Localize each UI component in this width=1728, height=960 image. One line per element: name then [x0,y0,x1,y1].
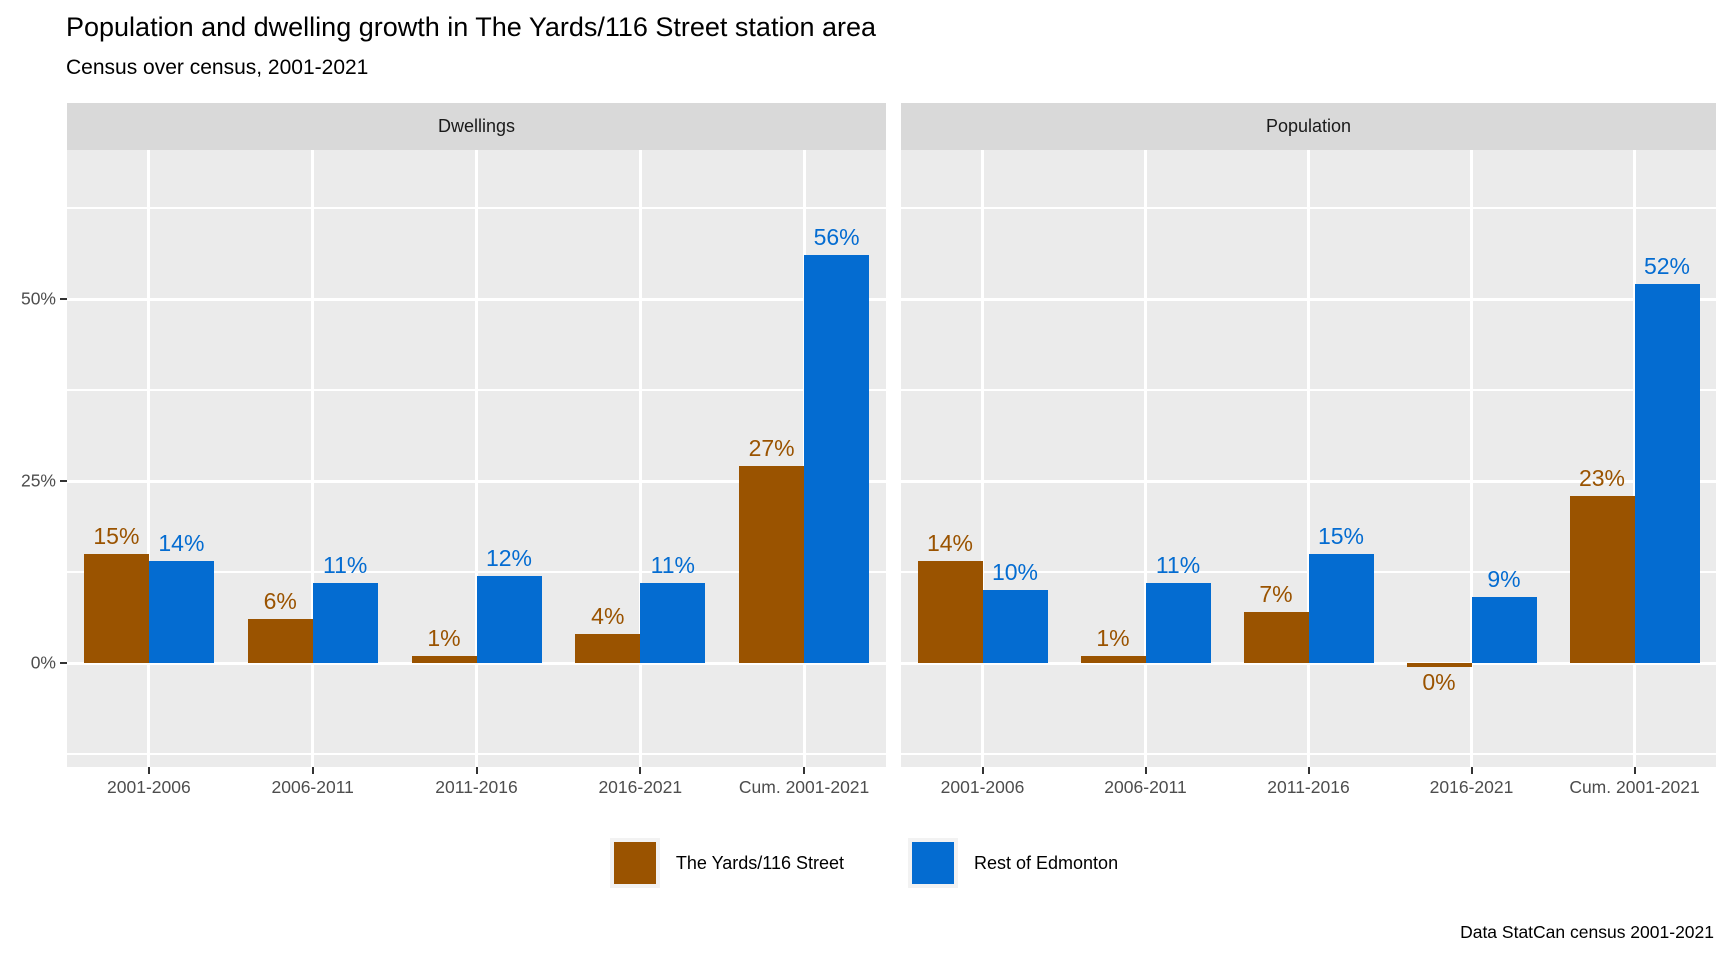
bar-value-label: 9% [1487,566,1521,593]
bar-value-label: 11% [650,551,695,578]
x-axis-label: Cum. 2001-2021 [1569,777,1700,797]
bar-population-edmonton [1308,553,1374,663]
bar-dwellings-edmonton [804,255,870,663]
gridline-major-vertical [147,150,151,767]
x-tick-mark [475,767,478,774]
facet-panel-population [901,150,1716,767]
bar-value-label: 4% [591,602,625,629]
bar-population-edmonton [1145,582,1211,663]
bar-population-edmonton [982,590,1048,663]
y-tick-mark [60,662,67,664]
bar-value-label: 11% [1155,551,1201,578]
chart-title: Population and dwelling growth in The Ya… [66,12,877,42]
bar-value-label: 1% [1096,624,1130,651]
bar-value-label: 27% [748,435,795,462]
bar-dwellings-edmonton [640,582,706,663]
x-axis-label: Cum. 2001-2021 [738,777,870,797]
x-axis-label: 2006-2011 [271,777,354,797]
bar-dwellings-yards [575,633,641,663]
x-axis-label: 2011-2016 [1267,777,1350,797]
legend-entry-edmonton: Rest of Edmonton [908,838,1118,888]
legend-key [908,838,958,888]
bar-population-edmonton [1471,597,1537,663]
bar-value-label: 15% [1317,522,1365,549]
x-axis-label: 2001-2006 [107,777,191,797]
gridline-major-vertical [1470,150,1473,767]
bar-dwellings-yards [411,655,477,663]
yards-color-swatch [613,842,656,884]
gridline-major-vertical [475,150,478,767]
edmonton-color-swatch [912,842,954,884]
y-axis-label: 50% [20,288,56,309]
x-tick-mark [803,767,806,774]
facet-strip-label: Dwellings [437,116,516,136]
x-tick-mark [1307,767,1310,774]
facet-strip-population: Population [901,103,1716,150]
bar-population-yards [1569,495,1635,663]
x-axis-label: 2016-2021 [1429,777,1514,797]
gridline-major-vertical [311,150,315,767]
x-tick-mark [147,767,150,774]
bar-value-label: 12% [485,544,533,571]
bar-value-label: 10% [991,559,1039,586]
x-axis-label: 2011-2016 [435,777,518,797]
x-tick-mark [311,767,314,774]
bar-population-yards [917,561,983,663]
x-axis-label: 2006-2011 [1104,777,1187,797]
legend-key [609,838,660,888]
facet-strip-label: Population [1265,116,1352,136]
legend-entry-yards: The Yards/116 Street [609,838,844,888]
bar-population-yards [1406,663,1472,667]
bar-population-yards [1243,612,1309,663]
x-axis-label: 2016-2021 [598,777,683,797]
x-tick-mark [1470,767,1473,774]
bar-dwellings-edmonton [476,575,542,663]
y-tick-mark [60,298,67,300]
x-tick-mark [1633,767,1636,774]
bar-dwellings-edmonton [148,561,214,663]
x-axis-label: 2001-2006 [940,777,1025,797]
gridline-major-vertical [1307,150,1310,767]
facet-panel-dwellings [67,150,886,767]
gridline-major-vertical [981,150,984,767]
y-axis-label: 0% [30,652,56,673]
facet-strip-dwellings: Dwellings [67,103,886,150]
bar-population-yards [1080,655,1146,663]
data-source-caption: Data StatCan census 2001-2021 [1460,922,1714,942]
bar-dwellings-yards [83,553,149,663]
bar-value-label: 7% [1259,581,1293,608]
bar-value-label: 0% [1422,668,1456,695]
bar-value-label: 11% [323,551,368,578]
gridline-major-vertical [638,150,642,767]
y-tick-mark [60,480,67,482]
y-axis-label: 25% [20,470,56,491]
bar-value-label: 14% [926,530,974,557]
x-tick-mark [981,767,984,774]
bar-dwellings-edmonton [312,582,378,663]
bar-value-label: 15% [93,522,140,549]
legend: The Yards/116 Street Rest of Edmonton [0,838,1728,888]
bar-value-label: 1% [427,624,461,651]
x-tick-mark [639,767,642,774]
bar-population-edmonton [1634,284,1700,663]
bar-value-label: 14% [158,530,205,557]
bar-dwellings-yards [739,466,805,663]
bar-dwellings-yards [247,619,313,663]
bar-value-label: 23% [1578,464,1626,491]
x-tick-mark [1144,767,1147,774]
gridline-major-vertical [1144,150,1147,767]
bar-value-label: 52% [1643,253,1691,280]
chart-subtitle: Census over census, 2001-2021 [66,56,369,79]
bar-value-label: 6% [263,588,297,615]
legend-label-edmonton: Rest of Edmonton [974,852,1119,873]
legend-label-yards: The Yards/116 Street [675,852,844,873]
bar-value-label: 56% [813,224,860,251]
